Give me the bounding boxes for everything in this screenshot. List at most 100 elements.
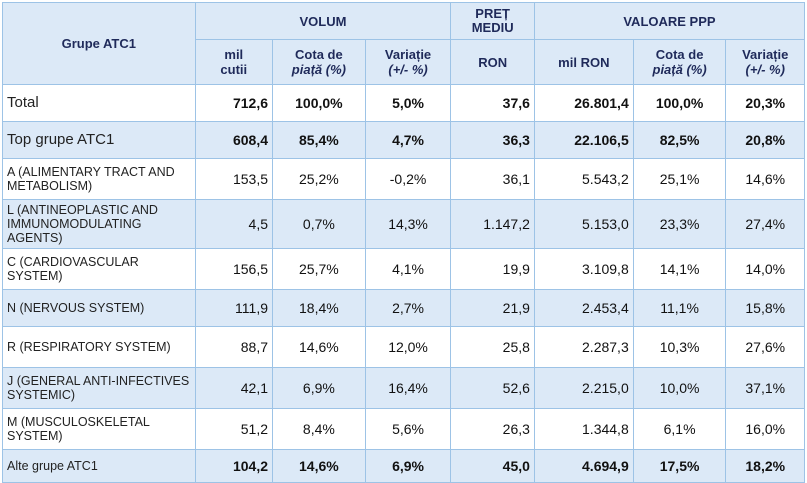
table-row: M (MUSCULOSKELETAL SYSTEM) 51,2 8,4% 5,6… (2, 408, 805, 450)
header-variatie-volum-line2: (+/- %) (388, 62, 428, 77)
header-volum: VOLUM (194, 2, 452, 40)
cell-mil-cutii: 51,2 (194, 408, 274, 450)
cell-cota-volum: 6,9% (272, 367, 366, 409)
cell-variatie-volum: 14,3% (364, 199, 452, 249)
cell-mil-ron: 2.453,4 (533, 289, 634, 327)
cell-variatie-volum: 5,0% (364, 84, 452, 122)
header-grupe-atc1: Grupe ATC1 (2, 2, 196, 85)
cell-cota-valoare: 10,3% (632, 326, 727, 368)
cell-variatie-valoare: 14,0% (725, 248, 805, 290)
table-row-total: Total 712,6 100,0% 5,0% 37,6 26.801,4 10… (2, 84, 805, 122)
cell-mil-cutii: 156,5 (194, 248, 274, 290)
cell-cota-volum: 18,4% (272, 289, 366, 327)
cell-cota-valoare: 6,1% (632, 408, 727, 450)
cell-cota-volum: 85,4% (272, 121, 366, 159)
header-pret-mediu: PREȚ MEDIU (450, 2, 535, 40)
cell-variatie-valoare: 27,6% (725, 326, 805, 368)
cell-cota-volum: 25,2% (272, 158, 366, 200)
cell-ron: 21,9 (450, 289, 535, 327)
row-label: R (RESPIRATORY SYSTEM) (2, 326, 196, 368)
header-mil-cutii-line1: mil (224, 47, 244, 62)
header-mil-ron-label: mil RON (558, 54, 610, 70)
row-label: A (ALIMENTARY TRACT AND METABOLISM) (2, 158, 196, 200)
cell-variatie-valoare: 37,1% (725, 367, 805, 409)
cell-variatie-valoare: 16,0% (725, 408, 805, 450)
cell-cota-valoare: 17,5% (632, 449, 727, 483)
cell-cota-valoare: 11,1% (632, 289, 727, 327)
header-variatie-volum: Variație (+/- %) (364, 39, 452, 85)
cell-variatie-valoare: 18,2% (725, 449, 805, 483)
row-label: Alte grupe ATC1 (2, 449, 196, 483)
cell-mil-ron: 5.543,2 (533, 158, 634, 200)
cell-variatie-volum: -0,2% (364, 158, 452, 200)
header-cota-volum: Cota de piață (%) (272, 39, 366, 85)
row-label: C (CARDIOVASCULAR SYSTEM) (2, 248, 196, 290)
table-row: L (ANTINEOPLASTIC AND IMMUNOMODULATING A… (2, 199, 805, 249)
cell-mil-cutii: 42,1 (194, 367, 274, 409)
header-pret-line2: MEDIU (471, 20, 514, 35)
header-valoare-label: VALOARE PPP (623, 13, 716, 29)
cell-variatie-volum: 4,1% (364, 248, 452, 290)
row-label: J (GENERAL ANTI-INFECTIVES SYSTEMIC) (2, 367, 196, 409)
header-variatie-valoare: Variație (+/- %) (725, 39, 805, 85)
table-row: J (GENERAL ANTI-INFECTIVES SYSTEMIC) 42,… (2, 367, 805, 409)
cell-mil-ron: 2.287,3 (533, 326, 634, 368)
header-valoare-ppp: VALOARE PPP (533, 2, 806, 40)
cell-mil-cutii: 712,6 (194, 84, 274, 122)
cell-mil-cutii: 608,4 (194, 121, 274, 159)
cell-ron: 36,1 (450, 158, 535, 200)
cell-cota-valoare: 82,5% (632, 121, 727, 159)
cell-cota-valoare: 25,1% (632, 158, 727, 200)
row-label: Top grupe ATC1 (2, 121, 196, 159)
header-cota-valoare-line1: Cota de (655, 47, 704, 62)
cell-variatie-valoare: 14,6% (725, 158, 805, 200)
table-row: A (ALIMENTARY TRACT AND METABOLISM) 153,… (2, 158, 805, 200)
cell-variatie-volum: 6,9% (364, 449, 452, 483)
cell-cota-valoare: 100,0% (632, 84, 727, 122)
cell-ron: 19,9 (450, 248, 535, 290)
cell-ron: 52,6 (450, 367, 535, 409)
cell-variatie-volum: 12,0% (364, 326, 452, 368)
row-label: N (NERVOUS SYSTEM) (2, 289, 196, 327)
cell-cota-volum: 0,7% (272, 199, 366, 249)
table-row: R (RESPIRATORY SYSTEM) 88,7 14,6% 12,0% … (2, 326, 805, 368)
header-variatie-valoare-line2: (+/- %) (745, 62, 785, 77)
cell-variatie-volum: 2,7% (364, 289, 452, 327)
cell-mil-ron: 1.344,8 (533, 408, 634, 450)
cell-mil-cutii: 153,5 (194, 158, 274, 200)
cell-ron: 37,6 (450, 84, 535, 122)
header-ron-label: RON (478, 54, 508, 70)
cell-cota-volum: 8,4% (272, 408, 366, 450)
header-mil-ron: mil RON (533, 39, 634, 85)
cell-variatie-valoare: 27,4% (725, 199, 805, 249)
header-variatie-valoare-line1: Variație (742, 47, 789, 62)
cell-ron: 45,0 (450, 449, 535, 483)
header-mil-cutii-line2: cutii (220, 62, 248, 77)
header-pret-line1: PREȚ (475, 6, 510, 21)
row-label: Total (2, 84, 196, 122)
header-cota-valoare-line2: piață (%) (652, 62, 707, 77)
cell-variatie-volum: 4,7% (364, 121, 452, 159)
cell-mil-ron: 2.215,0 (533, 367, 634, 409)
header-volum-label: VOLUM (299, 13, 347, 29)
header-mil-cutii: mil cutii (194, 39, 274, 85)
cell-mil-cutii: 4,5 (194, 199, 274, 249)
cell-variatie-valoare: 20,8% (725, 121, 805, 159)
cell-ron: 25,8 (450, 326, 535, 368)
cell-mil-ron: 26.801,4 (533, 84, 634, 122)
cell-mil-ron: 3.109,8 (533, 248, 634, 290)
cell-cota-volum: 100,0% (272, 84, 366, 122)
cell-variatie-volum: 16,4% (364, 367, 452, 409)
header-grupe-atc1-label: Grupe ATC1 (61, 36, 136, 51)
cell-cota-volum: 14,6% (272, 326, 366, 368)
row-label: L (ANTINEOPLASTIC AND IMMUNOMODULATING A… (2, 199, 196, 249)
cell-variatie-volum: 5,6% (364, 408, 452, 450)
table-row: N (NERVOUS SYSTEM) 111,9 18,4% 2,7% 21,9… (2, 289, 805, 327)
cell-mil-ron: 4.694,9 (533, 449, 634, 483)
cell-mil-cutii: 111,9 (194, 289, 274, 327)
cell-cota-volum: 14,6% (272, 449, 366, 483)
row-label: M (MUSCULOSKELETAL SYSTEM) (2, 408, 196, 450)
header-cota-valoare: Cota de piață (%) (632, 39, 727, 85)
cell-ron: 1.147,2 (450, 199, 535, 249)
